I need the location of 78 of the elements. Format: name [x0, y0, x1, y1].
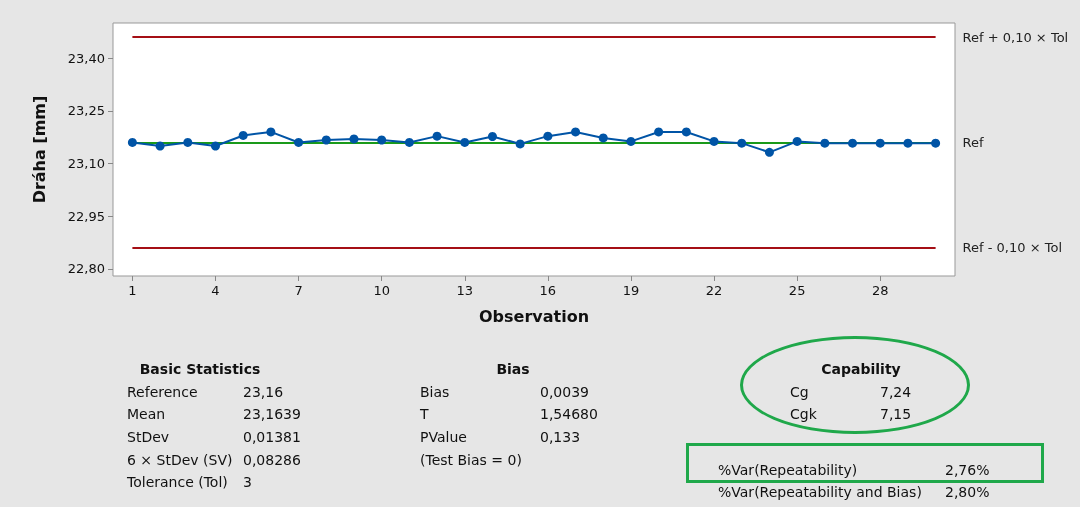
- ref-line-label: Ref: [962, 134, 985, 150]
- point: [404, 137, 414, 147]
- point: [626, 136, 636, 146]
- y-axis-title: Dráha [mm]: [29, 95, 49, 204]
- point: [654, 127, 664, 137]
- point: [543, 131, 553, 141]
- point: [875, 138, 885, 148]
- ref-line-label: Ref - 0,10 × Tol: [962, 240, 1062, 256]
- x-tick-label: 1: [128, 283, 137, 298]
- text: Bias: [496, 361, 530, 377]
- text: Bias: [420, 384, 450, 400]
- text: 1,54680: [540, 406, 598, 422]
- point: [848, 138, 858, 148]
- x-tick-label: 28: [871, 283, 889, 298]
- text: StDev: [127, 429, 170, 445]
- text: PValue: [420, 429, 467, 445]
- x-tick-label: 22: [705, 283, 723, 298]
- point: [349, 134, 359, 144]
- y-tick-label: 23,40: [67, 50, 105, 66]
- text: 0,08286: [243, 452, 301, 468]
- text: Cg: [790, 384, 809, 400]
- point: [294, 137, 304, 147]
- y-tick-label: 22,95: [67, 208, 105, 224]
- text: 2,80%: [945, 484, 990, 500]
- point: [820, 138, 830, 148]
- text: T: [419, 406, 429, 422]
- text: Mean: [127, 406, 166, 422]
- text: Reference: [127, 384, 198, 400]
- point: [127, 137, 137, 147]
- text: %Var(Repeatability and Bias): [718, 484, 922, 500]
- point: [460, 137, 470, 147]
- x-tick-label: 16: [539, 283, 557, 298]
- text: 23,1639: [243, 406, 301, 422]
- point: [183, 137, 193, 147]
- text: 2,76%: [945, 462, 990, 478]
- text: %Var(Repeatability): [718, 462, 858, 478]
- point: [515, 139, 525, 149]
- point: [931, 138, 941, 148]
- x-tick-label: 25: [788, 283, 806, 298]
- x-tick-label: 4: [211, 283, 220, 298]
- point: [155, 141, 165, 151]
- point: [432, 131, 442, 141]
- point: [792, 136, 802, 146]
- text: 3: [243, 474, 252, 490]
- y-tick-label: 23,25: [67, 103, 105, 119]
- text: Cgk: [790, 406, 818, 422]
- text: 0,133: [540, 429, 581, 445]
- point: [737, 138, 747, 148]
- text: (Test Bias = 0): [420, 452, 522, 468]
- point: [571, 127, 581, 137]
- x-tick-label: 19: [622, 283, 640, 298]
- text: 0,01381: [243, 429, 301, 445]
- y-tick-label: 23,10: [67, 156, 105, 172]
- point: [377, 135, 387, 145]
- x-tick-label: 7: [294, 283, 303, 298]
- text: 0,0039: [540, 384, 589, 400]
- text: Tolerance (Tol): [126, 474, 228, 490]
- point: [210, 141, 220, 151]
- text: 23,16: [243, 384, 284, 400]
- point: [266, 127, 276, 137]
- text: 6 × StDev (SV): [127, 452, 233, 468]
- point: [903, 138, 913, 148]
- text: Basic Statistics: [139, 361, 261, 377]
- point: [598, 133, 608, 143]
- point: [238, 130, 248, 140]
- point: [487, 132, 497, 141]
- text: Capability: [821, 361, 901, 377]
- x-axis-title: Observation: [478, 306, 590, 326]
- text: 7,24: [880, 384, 912, 400]
- ref-line-label: Ref + 0,10 × Tol: [962, 29, 1069, 45]
- point: [764, 147, 774, 157]
- point: [321, 135, 331, 145]
- x-tick-label: 10: [373, 283, 390, 298]
- point: [681, 127, 691, 137]
- text: 7,15: [880, 406, 912, 422]
- y-tick-label: 22,80: [67, 261, 105, 277]
- x-tick-label: 13: [456, 283, 474, 298]
- point: [709, 136, 719, 146]
